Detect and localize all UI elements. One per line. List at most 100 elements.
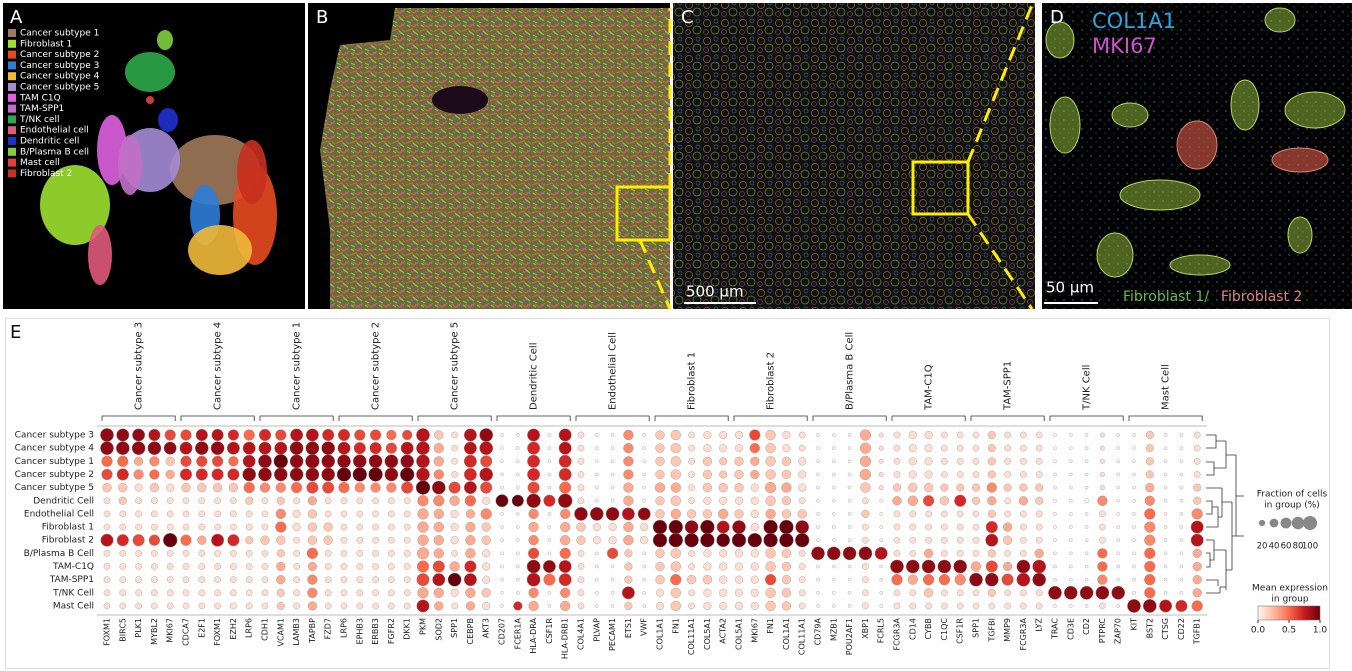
dot bbox=[735, 509, 744, 518]
legend-swatch bbox=[8, 40, 16, 48]
dot bbox=[1117, 525, 1120, 528]
dot bbox=[165, 430, 176, 441]
dot bbox=[909, 471, 917, 479]
dot bbox=[464, 573, 477, 586]
dot bbox=[719, 497, 727, 505]
dot bbox=[354, 442, 366, 454]
dot bbox=[862, 563, 868, 569]
dot bbox=[183, 511, 189, 517]
row-label: Cancer subtype 5 bbox=[15, 483, 94, 493]
dot bbox=[466, 602, 475, 611]
dot bbox=[848, 499, 851, 502]
dot bbox=[230, 550, 236, 556]
dot bbox=[688, 471, 694, 477]
dot bbox=[149, 535, 160, 546]
dot bbox=[751, 550, 759, 558]
dot bbox=[1020, 432, 1026, 438]
dot bbox=[433, 495, 444, 506]
size-legend-label: 20 bbox=[1257, 542, 1268, 552]
dot bbox=[465, 588, 475, 598]
dot bbox=[1144, 574, 1155, 585]
size-legend-dot bbox=[1270, 519, 1279, 528]
dot bbox=[230, 511, 236, 517]
dot bbox=[1020, 537, 1026, 543]
dot bbox=[1193, 588, 1202, 597]
dot bbox=[1144, 548, 1155, 559]
dot bbox=[401, 442, 414, 455]
dot bbox=[640, 536, 648, 544]
dot bbox=[150, 483, 159, 492]
panel-label: A bbox=[10, 7, 23, 28]
colorbar-label: 0.0 bbox=[1251, 626, 1266, 636]
dot bbox=[1132, 447, 1135, 450]
dot bbox=[214, 498, 220, 504]
dot bbox=[669, 533, 683, 547]
legend-swatch bbox=[8, 51, 16, 59]
dot bbox=[577, 523, 586, 532]
dot bbox=[1117, 447, 1120, 450]
dot bbox=[832, 591, 835, 594]
dot bbox=[973, 432, 979, 438]
dot bbox=[357, 577, 363, 583]
dot bbox=[862, 603, 868, 609]
gene-label: LAMB3 bbox=[292, 618, 301, 646]
dot bbox=[500, 552, 503, 555]
dot bbox=[941, 471, 947, 477]
dot bbox=[625, 576, 633, 584]
dot bbox=[643, 499, 646, 502]
dot bbox=[433, 573, 446, 586]
dot bbox=[880, 591, 883, 594]
dot bbox=[719, 444, 727, 452]
dot bbox=[244, 430, 255, 441]
group-label: TAM-SPP1 bbox=[1003, 361, 1014, 411]
dot bbox=[293, 590, 299, 596]
dot bbox=[622, 508, 635, 521]
dot bbox=[578, 458, 584, 464]
dot bbox=[559, 468, 572, 481]
dot bbox=[151, 511, 157, 517]
dot bbox=[560, 548, 571, 559]
dot bbox=[464, 455, 477, 468]
dot bbox=[104, 550, 110, 556]
scale-bar-label: 50 µm bbox=[1046, 279, 1094, 297]
dot bbox=[1085, 473, 1088, 476]
dot bbox=[1193, 549, 1202, 558]
dot bbox=[322, 468, 335, 481]
dot bbox=[372, 498, 378, 504]
dot bbox=[1100, 472, 1104, 476]
dot bbox=[1036, 537, 1042, 543]
dot bbox=[611, 447, 614, 450]
dot bbox=[1180, 460, 1183, 463]
dot bbox=[643, 591, 646, 594]
dot bbox=[751, 497, 759, 505]
dot bbox=[590, 507, 603, 520]
dot bbox=[372, 590, 378, 596]
dot bbox=[388, 563, 394, 569]
dot bbox=[908, 496, 918, 506]
dot bbox=[1069, 447, 1072, 450]
dot bbox=[307, 482, 319, 494]
legend-title: Mean expression bbox=[1252, 584, 1328, 594]
dot bbox=[923, 495, 934, 506]
legend-label: B/Plasma B cell bbox=[20, 147, 89, 157]
dot bbox=[480, 442, 493, 455]
dot bbox=[482, 576, 490, 584]
gene-label: CD22 bbox=[1177, 618, 1186, 640]
dot bbox=[357, 498, 363, 504]
dot bbox=[719, 471, 727, 479]
dot bbox=[622, 587, 635, 600]
dot bbox=[135, 590, 141, 596]
dot bbox=[245, 497, 253, 505]
dot bbox=[183, 524, 189, 530]
row-label: Cancer subtype 4 bbox=[15, 444, 95, 454]
dot bbox=[909, 457, 917, 465]
dot bbox=[167, 498, 173, 504]
dot bbox=[906, 560, 919, 573]
dot bbox=[322, 482, 334, 494]
dot bbox=[199, 524, 205, 530]
dot bbox=[527, 442, 540, 455]
dot bbox=[799, 590, 805, 596]
dot bbox=[765, 574, 776, 585]
gene-label: FN1 bbox=[671, 618, 680, 634]
dot bbox=[404, 563, 410, 569]
